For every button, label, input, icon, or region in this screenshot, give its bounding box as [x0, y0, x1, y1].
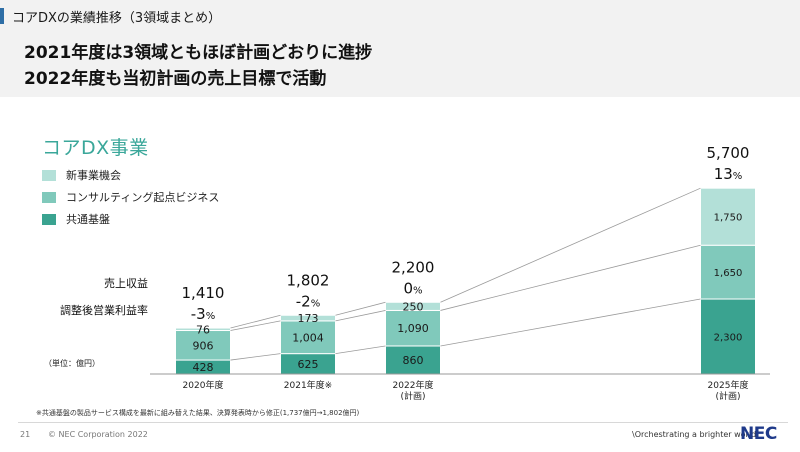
connector-line [230, 353, 281, 361]
bar-segment [175, 327, 231, 332]
operating-margin: -2% [296, 292, 320, 310]
data-label: 428 [193, 361, 214, 374]
data-label: 1,004 [292, 331, 324, 344]
accent-bar [0, 8, 4, 24]
bar-segment [700, 244, 756, 300]
data-label: 1,650 [714, 268, 743, 279]
revenue-total: 5,700 [707, 144, 750, 162]
legend-label: 共通基盤 [66, 213, 110, 226]
copyright: © NEC Corporation 2022 [48, 430, 148, 439]
connector-line [335, 301, 386, 316]
legend-item-consulting: コンサルティング起点ビジネス [42, 186, 219, 208]
legend-swatch [42, 191, 56, 203]
footer-divider [18, 422, 788, 423]
operating-margin: -3% [191, 305, 215, 323]
legend-swatch [42, 169, 56, 181]
bar-segment [280, 314, 336, 322]
data-label: 250 [403, 300, 424, 313]
revenue-total: 1,802 [287, 271, 330, 289]
bar-segment [385, 301, 441, 311]
chart-title: コアDX事業 [42, 137, 149, 159]
x-tick-label: 2020年度 [183, 379, 224, 391]
connector-line [335, 345, 386, 355]
legend-item-new-business: 新事業機会 [42, 164, 219, 186]
bar-segment [700, 187, 756, 246]
legend-label: コンサルティング起点ビジネス [66, 191, 220, 204]
data-label: 1,090 [397, 322, 429, 335]
header-band [0, 0, 800, 97]
tagline: \Orchestrating a brighter world [632, 430, 757, 439]
connector-line [335, 310, 386, 322]
bar-segment [280, 320, 336, 355]
nec-logo: NEC [740, 424, 777, 444]
data-label: 2,300 [714, 333, 743, 344]
unit-note: （単位：億円） [44, 358, 100, 368]
data-label: 1,750 [714, 213, 743, 224]
footnote: ※共通基盤の製品サービス構成を最新に組み替えた結果、決算発表時から修正(1,73… [36, 409, 360, 417]
legend: 新事業機会 コンサルティング起点ビジネス 共通基盤 [42, 164, 219, 230]
section-label: コアDXの業績推移（3領域まとめ） [0, 7, 222, 26]
revenue-total: 2,200 [392, 258, 435, 276]
headline-2: 2022年度も当初計画の売上目標で活動 [24, 69, 327, 89]
headline-1: 2021年度は3領域ともほぼ計画どおりに進捗 [24, 43, 373, 63]
legend-label: 新事業機会 [66, 169, 121, 182]
data-label: 860 [403, 354, 424, 367]
data-label: 173 [298, 312, 319, 325]
connector-line [440, 187, 701, 303]
data-label: 76 [196, 323, 210, 336]
revenue-total: 1,410 [182, 284, 225, 302]
x-tick-label: (計画) [715, 390, 740, 402]
data-label: 625 [298, 358, 319, 371]
x-tick-label: 2025年度 [708, 379, 749, 391]
bar-segment [700, 298, 756, 375]
row-label-revenue: 売上収益 [104, 276, 148, 290]
section-label-text: コアDXの業績推移（3領域まとめ） [12, 11, 222, 26]
x-tick-label: 2021年度※ [284, 379, 332, 391]
legend-swatch [42, 213, 56, 225]
data-label: 906 [193, 339, 214, 352]
connector-line [230, 314, 281, 329]
operating-margin: 0% [403, 279, 422, 297]
connector-line [440, 298, 701, 347]
page-number: 21 [20, 430, 31, 439]
x-tick-label: (計画) [400, 390, 425, 402]
bar-segment [385, 309, 441, 347]
row-label-margin: 調整後営業利益率 [60, 303, 148, 317]
legend-item-common-platform: 共通基盤 [42, 208, 219, 230]
connector-line [230, 320, 281, 331]
connector-line [440, 244, 701, 311]
operating-margin: 13% [714, 165, 743, 183]
x-tick-label: 2022年度 [393, 379, 434, 391]
